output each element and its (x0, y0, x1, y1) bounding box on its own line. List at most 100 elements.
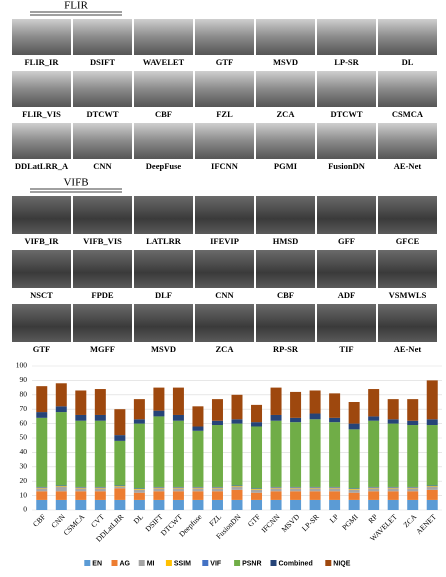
bar-segment (309, 390, 321, 414)
legend-swatch (165, 560, 172, 566)
thumbnail (317, 19, 376, 55)
bar-segment (348, 423, 360, 430)
bar-segment (290, 486, 302, 488)
y-tick-label: 100 (16, 361, 28, 370)
thumbnail (256, 71, 315, 107)
bar-segment (172, 387, 184, 415)
thumbnail (195, 123, 254, 159)
x-tick-label: AENET (414, 512, 438, 536)
x-tick-label: DL (132, 512, 146, 526)
bar-segment (55, 412, 67, 486)
x-tick-label: PGMI (340, 512, 360, 532)
thumbnail (73, 250, 132, 288)
bar-segment (172, 487, 184, 489)
bar-segment (329, 487, 341, 489)
image-label: DSIFT (90, 57, 115, 67)
legend-label: EN (92, 560, 102, 567)
bar-segment (407, 486, 419, 488)
bar-segment (75, 390, 87, 415)
thumbnail (195, 19, 254, 55)
image-label: VSMWLS (389, 290, 427, 300)
image-label: ZCA (216, 344, 235, 354)
bar-segment (270, 491, 282, 500)
bar-segment (153, 488, 165, 492)
bar-segment (368, 416, 380, 421)
bar-segment (192, 488, 204, 492)
bar-segment (153, 416, 165, 487)
y-tick-label: 0 (23, 505, 27, 514)
image-label: LATLRR (146, 236, 182, 246)
bar-segment (153, 387, 165, 411)
bar-segment (387, 419, 399, 424)
bar-segment (251, 422, 263, 427)
thumbnail (317, 123, 376, 159)
bar-segment (75, 486, 87, 488)
bar-segment (192, 487, 204, 489)
bar-segment (36, 486, 48, 488)
y-tick-label: 30 (20, 462, 28, 471)
thumbnail (256, 196, 315, 234)
legend-swatch (325, 560, 332, 566)
bar-segment (368, 487, 380, 489)
bar-segment (55, 499, 67, 510)
image-label: DL (402, 57, 414, 67)
bar-segment (94, 414, 106, 421)
bar-segment (426, 486, 438, 490)
image-label: RP-SR (273, 344, 299, 354)
bar-segment (348, 489, 360, 493)
x-tick-label: GTF (246, 512, 262, 528)
image-label: DTCWT (86, 109, 118, 119)
bar-segment (133, 489, 145, 490)
bar-segment (211, 399, 223, 421)
bar-segment (133, 489, 145, 493)
bar-segment (251, 499, 263, 510)
image-label: DeepFuse (146, 161, 182, 171)
image-label: FusionDN (328, 161, 366, 171)
bar-segment (251, 489, 263, 493)
image-label: AE-Net (394, 344, 422, 354)
image-label: GFCE (396, 236, 420, 246)
bar-segment (251, 404, 263, 423)
y-tick-label: 50 (20, 433, 28, 442)
bar-segment (368, 389, 380, 417)
bar-segment (55, 485, 67, 487)
bar-segment (36, 386, 48, 413)
bar-segment (231, 423, 243, 486)
bar-segment (36, 499, 48, 510)
bar-segment (75, 491, 87, 500)
bar-segment (387, 486, 399, 488)
bar-segment (94, 488, 106, 492)
y-tick-label: 60 (20, 418, 28, 427)
thumbnail (195, 304, 254, 342)
bar-segment (153, 410, 165, 417)
thumbnail (378, 304, 437, 342)
y-tick-label: 20 (20, 476, 28, 485)
image-label: CBF (277, 290, 294, 300)
bar-segment (368, 488, 380, 492)
bar-segment (114, 485, 126, 487)
bar-segment (172, 488, 184, 492)
thumbnail (12, 19, 71, 55)
image-label: MSVD (273, 57, 298, 67)
bar-segment (153, 486, 165, 488)
x-tick-label: FZL (207, 512, 223, 528)
bar-segment (290, 499, 302, 510)
image-label: IFCNN (211, 161, 239, 171)
bar-segment (153, 491, 165, 500)
thumbnail (317, 304, 376, 342)
bar-segment (153, 487, 165, 489)
bar-segment (231, 394, 243, 420)
bar-segment (172, 491, 184, 500)
bar-segment (387, 423, 399, 487)
thumbnail (256, 304, 315, 342)
bar-segment (211, 487, 223, 489)
thumbnail (317, 196, 376, 234)
y-tick-label: 90 (20, 375, 28, 384)
image-label: FZL (216, 109, 233, 119)
x-tick-label: CBF (31, 512, 47, 528)
bar-segment (133, 488, 145, 490)
thumbnail (134, 123, 193, 159)
bar-segment (407, 487, 419, 489)
